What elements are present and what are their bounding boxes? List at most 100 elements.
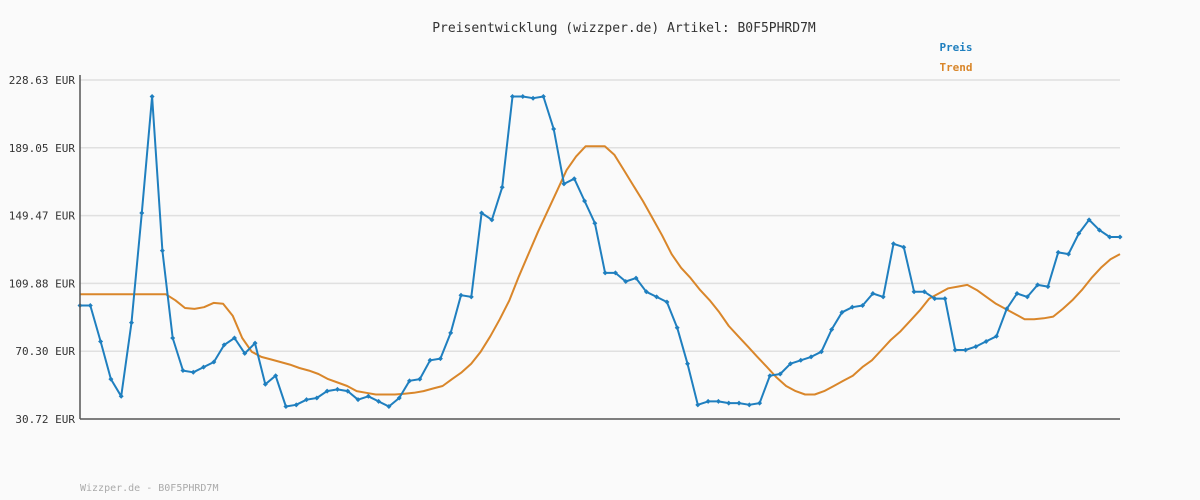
data-point xyxy=(612,270,618,276)
data-point xyxy=(530,95,536,101)
data-point xyxy=(777,371,783,377)
data-point xyxy=(808,354,814,360)
data-point xyxy=(407,378,413,384)
data-point xyxy=(1086,217,1092,223)
data-point xyxy=(139,210,145,216)
data-point xyxy=(1004,306,1010,312)
data-point xyxy=(211,359,217,365)
data-point xyxy=(273,373,279,379)
y-tick-label: 30.72 EUR xyxy=(15,413,75,426)
data-point xyxy=(334,386,340,392)
data-point xyxy=(458,292,464,298)
footer-source: Wizzper.de - B0F5PHRD7M xyxy=(80,483,218,494)
data-point xyxy=(901,244,907,250)
data-point xyxy=(1045,284,1051,290)
data-point xyxy=(293,402,299,408)
data-point xyxy=(654,294,660,300)
data-point xyxy=(231,335,237,341)
data-point xyxy=(818,349,824,355)
data-point xyxy=(427,357,433,363)
data-point xyxy=(159,248,165,254)
data-point xyxy=(623,278,629,284)
data-point xyxy=(128,320,134,326)
y-axis-ticks: 30.72 EUR 70.30 EUR 109.88 EUR 149.47 EU… xyxy=(9,74,76,426)
data-point xyxy=(890,241,896,247)
data-point xyxy=(180,368,186,374)
chart-title: Preisentwicklung (wizzper.de) Artikel: B… xyxy=(432,21,816,36)
data-point xyxy=(849,304,855,310)
data-point xyxy=(314,395,320,401)
data-point xyxy=(973,344,979,350)
data-point xyxy=(479,210,485,216)
data-point xyxy=(674,325,680,331)
data-point xyxy=(1024,294,1030,300)
data-point xyxy=(355,397,361,403)
data-point xyxy=(561,181,567,187)
data-point xyxy=(633,275,639,281)
data-point xyxy=(963,347,969,353)
y-tick-label: 70.30 EUR xyxy=(15,345,75,358)
data-point xyxy=(829,326,835,332)
y-tick-label: 189.05 EUR xyxy=(9,142,76,155)
data-point xyxy=(602,270,608,276)
data-point xyxy=(839,309,845,315)
data-point xyxy=(880,294,886,300)
data-point xyxy=(860,302,866,308)
series-line-trend xyxy=(80,145,1121,396)
data-point xyxy=(1096,227,1102,233)
data-point xyxy=(921,289,927,295)
data-point xyxy=(190,369,196,375)
data-point xyxy=(798,357,804,363)
data-point xyxy=(592,220,598,226)
data-point xyxy=(118,393,124,399)
data-point xyxy=(695,402,701,408)
legend-trend: Trend xyxy=(939,61,972,74)
data-point xyxy=(365,393,371,399)
y-tick-label: 228.63 EUR xyxy=(9,74,76,87)
data-point xyxy=(468,294,474,300)
data-point xyxy=(983,338,989,344)
data-point xyxy=(1117,234,1123,240)
data-point xyxy=(437,356,443,362)
data-point xyxy=(98,338,104,344)
data-point xyxy=(509,93,515,99)
data-point xyxy=(767,373,773,379)
data-point xyxy=(540,93,546,99)
data-point xyxy=(448,330,454,336)
data-point xyxy=(746,402,752,408)
data-point xyxy=(1055,249,1061,255)
data-point xyxy=(520,93,526,99)
data-point xyxy=(149,93,155,99)
data-point xyxy=(283,404,289,410)
data-point xyxy=(993,333,999,339)
data-point xyxy=(685,361,691,367)
data-point xyxy=(489,217,495,223)
y-tick-label: 149.47 EUR xyxy=(9,210,76,223)
data-point xyxy=(108,376,114,382)
data-point xyxy=(1035,282,1041,288)
data-point xyxy=(386,404,392,410)
data-point xyxy=(870,290,876,296)
data-point xyxy=(396,395,402,401)
data-point xyxy=(582,198,588,204)
data-point xyxy=(170,335,176,341)
data-point xyxy=(736,400,742,406)
data-point xyxy=(715,398,721,404)
y-tick-label: 109.88 EUR xyxy=(9,277,76,290)
data-point xyxy=(1076,231,1082,237)
data-point xyxy=(952,347,958,353)
data-point xyxy=(1066,251,1072,257)
data-point xyxy=(345,388,351,394)
data-point xyxy=(911,289,917,295)
data-point xyxy=(942,296,948,302)
series-line-preis xyxy=(80,95,1120,408)
data-point xyxy=(551,126,557,132)
data-point xyxy=(221,342,227,348)
data-point xyxy=(417,376,423,382)
data-point xyxy=(757,400,763,406)
series-layer xyxy=(77,93,1123,410)
data-point xyxy=(87,302,93,308)
data-point xyxy=(304,397,310,403)
data-point xyxy=(932,296,938,302)
